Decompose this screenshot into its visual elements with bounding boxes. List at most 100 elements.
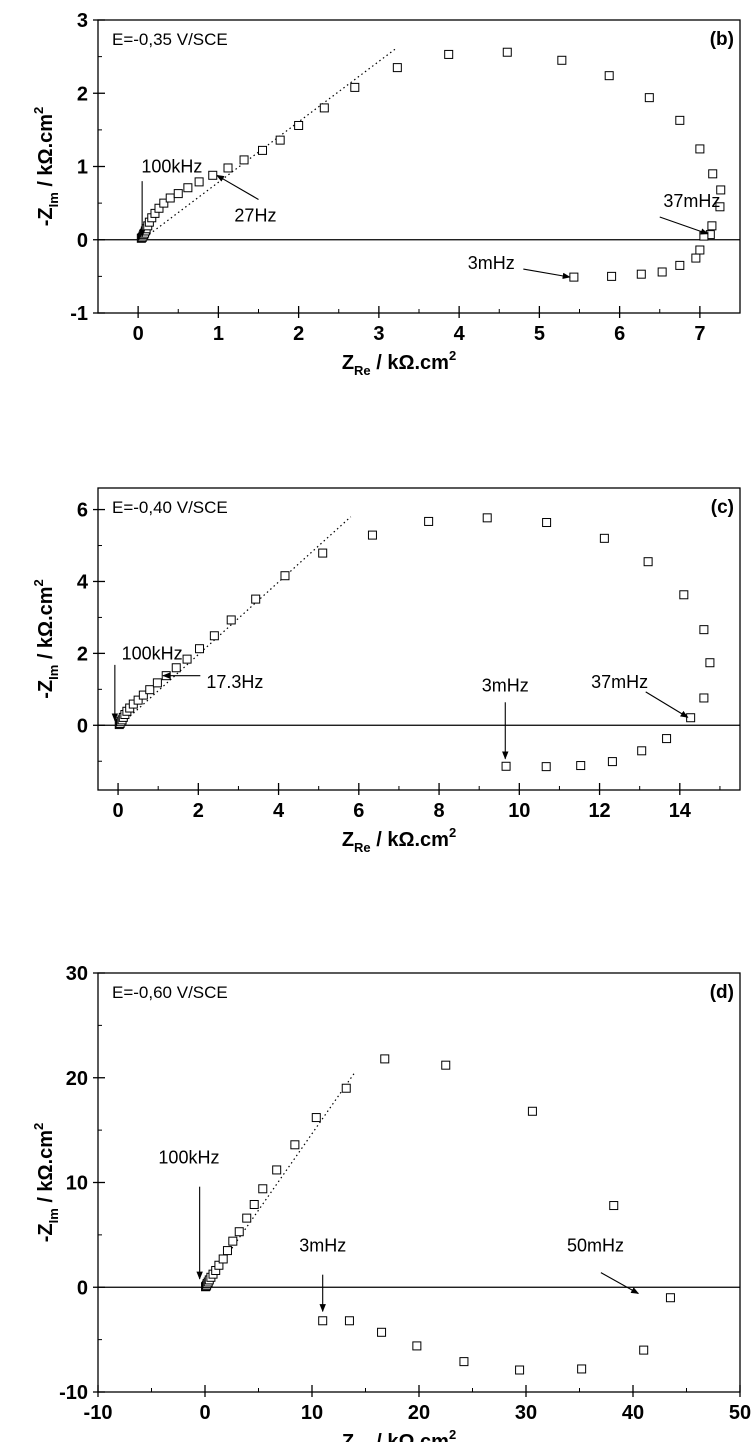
x-tick-label: 14: [669, 800, 692, 822]
x-tick-label: 2: [193, 800, 204, 822]
annotation-arrow: [216, 174, 259, 200]
y-tick-label: 4: [77, 571, 89, 593]
annotation-label: 100kHz: [122, 643, 183, 663]
data-point: [272, 1165, 282, 1175]
data-point: [275, 135, 285, 145]
plot-frame: [97, 487, 741, 791]
data-point: [607, 271, 617, 281]
annotation-label: 50mHz: [567, 1235, 624, 1255]
data-point: [138, 690, 148, 700]
data-point: [152, 678, 162, 688]
data-point: [665, 1293, 675, 1303]
annotation-label: 100kHz: [141, 157, 202, 177]
y-tick-label: 3: [77, 10, 88, 32]
data-point: [459, 1357, 469, 1367]
x-tick-label: 10: [301, 1402, 323, 1424]
x-tick-label: 4: [273, 800, 285, 822]
annotation-arrow: [523, 268, 571, 280]
annotation-arrow: [659, 216, 709, 235]
data-point: [226, 615, 236, 625]
data-point: [367, 530, 377, 540]
data-point: [675, 260, 685, 270]
data-point: [280, 571, 290, 581]
data-point: [145, 685, 155, 695]
data-point: [637, 746, 647, 756]
panel-label: (b): [710, 29, 734, 50]
data-point: [209, 631, 219, 641]
data-point: [679, 590, 689, 600]
x-tick-label: 2: [293, 323, 304, 345]
data-point: [705, 658, 715, 668]
data-point: [173, 189, 183, 199]
data-point: [159, 198, 169, 208]
data-point: [251, 594, 261, 604]
data-point: [695, 245, 705, 255]
x-tick-label: 8: [434, 800, 445, 822]
y-tick-label: 30: [66, 963, 88, 985]
data-point: [708, 169, 718, 179]
annotation-label: 37mHz: [591, 672, 648, 692]
annotation-arrow: [645, 691, 689, 718]
x-tick-label: 7: [694, 323, 705, 345]
data-point: [501, 761, 511, 771]
data-point: [133, 695, 143, 705]
data-point: [557, 55, 567, 65]
panel-label: (d): [710, 982, 734, 1003]
data-point: [183, 183, 193, 193]
data-point: [412, 1341, 422, 1351]
annotation-label: 37mHz: [663, 191, 720, 211]
data-point: [716, 185, 726, 195]
x-tick-label: 40: [622, 1402, 644, 1424]
x-tick-label: 30: [515, 1402, 537, 1424]
data-point: [542, 518, 552, 528]
data-point: [380, 1054, 390, 1064]
data-point: [392, 63, 402, 73]
y-axis-label: -ZIm / kΩ.cm2: [31, 107, 61, 227]
fit-line: [205, 1072, 356, 1286]
data-point: [182, 654, 192, 664]
y-tick-label: 20: [66, 1068, 88, 1090]
data-point: [691, 253, 701, 263]
data-point: [223, 163, 233, 173]
y-tick-label: -10: [59, 1382, 88, 1404]
data-point: [171, 663, 181, 673]
x-tick-label: 12: [588, 800, 610, 822]
data-point: [228, 1236, 238, 1246]
data-point: [515, 1365, 525, 1375]
data-point: [715, 202, 725, 212]
data-point: [208, 170, 218, 180]
data-point: [577, 1364, 587, 1374]
y-axis-label: -ZIm / kΩ.cm2: [31, 1123, 61, 1243]
x-tick-label: 4: [454, 323, 466, 345]
data-point: [502, 47, 512, 57]
annotation-label: 17.3Hz: [206, 672, 263, 692]
data-point: [218, 1254, 228, 1264]
data-point: [441, 1060, 451, 1070]
data-point: [599, 533, 609, 543]
data-point: [195, 644, 205, 654]
data-point: [707, 221, 717, 231]
data-point: [258, 145, 268, 155]
annotation-label: 3mHz: [482, 676, 529, 696]
data-point: [569, 272, 579, 282]
y-tick-label: 6: [77, 500, 88, 522]
annotation-label: 27Hz: [234, 206, 276, 226]
y-tick-label: 2: [77, 83, 88, 105]
y-axis-label: -ZIm / kΩ.cm2: [31, 579, 61, 699]
x-tick-label: 3: [373, 323, 384, 345]
data-point: [249, 1199, 259, 1209]
data-point: [527, 1106, 537, 1116]
x-tick-label: 5: [534, 323, 545, 345]
y-tick-label: 2: [77, 643, 88, 665]
x-tick-label: 6: [353, 800, 364, 822]
data-point: [290, 1140, 300, 1150]
x-tick-label: 6: [614, 323, 625, 345]
y-tick-label: 0: [77, 230, 88, 252]
data-point: [675, 115, 685, 125]
data-point: [541, 762, 551, 772]
x-tick-label: 1: [213, 323, 224, 345]
chart-panel-3: -10 0 10 20 30 40 50 -10 0 10 20 30 ZRe / kΩ.cm2 -ZIm…: [31, 963, 751, 1442]
data-point: [639, 1345, 649, 1355]
x-tick-label: 0: [113, 800, 124, 822]
